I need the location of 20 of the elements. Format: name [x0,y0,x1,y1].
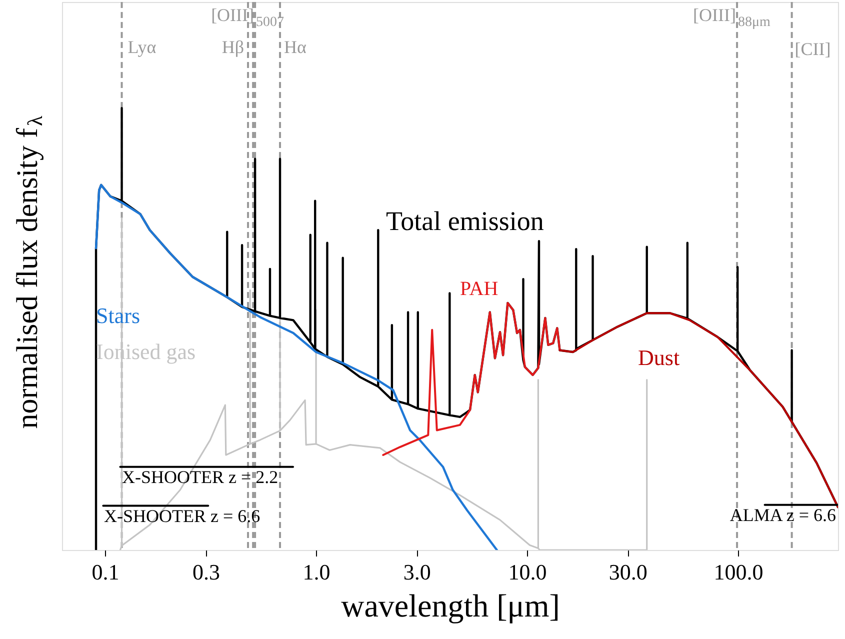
series-label: X-SHOOTER z = 2.2 [122,467,278,487]
x-axis-title: wavelength [μm] [341,588,560,624]
ref-line-label: Hα [284,37,308,57]
series-label: Dust [638,345,680,370]
ref-line-label: Hβ [222,37,244,57]
x-tick-label: 1.0 [302,560,330,584]
x-tick-label: 10.0 [508,560,547,584]
x-tick-label: 0.1 [92,560,120,584]
ref-line-label: [CII] [794,39,831,59]
x-tick-label: 30.0 [608,560,648,584]
x-tick-label: 3.0 [403,560,431,584]
ref-line-label: Lyα [128,37,157,57]
series-label: ALMA z = 6.6 [730,505,836,525]
x-tick-label: 100.0 [714,560,764,584]
series-label: PAH [460,278,498,300]
text: Stars [96,303,140,328]
series-label: Total emission [386,206,544,236]
y-axis-title: normalised flux density fλ [11,115,47,429]
x-tick-label: 0.3 [192,560,220,584]
series-label: X-SHOOTER z = 6.6 [104,506,260,526]
